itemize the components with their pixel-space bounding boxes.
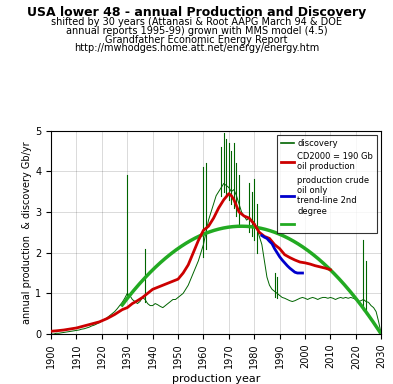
- Text: Grandfather Economic Energy Report: Grandfather Economic Energy Report: [105, 35, 288, 45]
- Y-axis label: annual production  & discovery Gb/yr: annual production & discovery Gb/yr: [22, 141, 32, 324]
- Text: annual reports 1995-99) grown with MMS model (4.5): annual reports 1995-99) grown with MMS m…: [66, 26, 327, 36]
- Text: shifted by 30 years (Attanasi & Root AAPG March 94 & DOE: shifted by 30 years (Attanasi & Root AAP…: [51, 17, 342, 27]
- Legend: discovery, CD2000 = 190 Gb
oil production, production crude
oil only
trend-line : discovery, CD2000 = 190 Gb oil productio…: [277, 135, 377, 233]
- Text: http://mwhodges.home.att.net/energy/energy.htm: http://mwhodges.home.att.net/energy/ener…: [74, 43, 319, 53]
- Text: USA lower 48 - annual Production and Discovery: USA lower 48 - annual Production and Dis…: [27, 6, 366, 19]
- X-axis label: production year: production year: [172, 374, 260, 384]
